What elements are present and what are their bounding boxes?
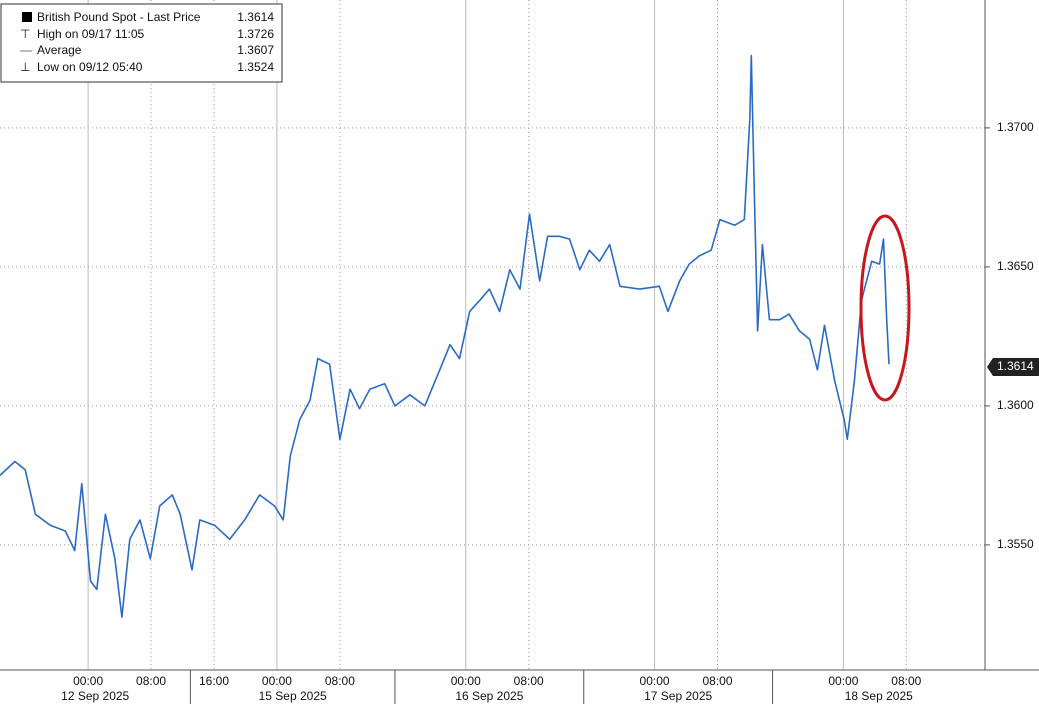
y-tick-label: 1.3550 — [997, 537, 1034, 551]
legend-label: Average — [37, 43, 82, 57]
y-tick-label: 1.3700 — [997, 120, 1034, 134]
highlight-ellipse — [859, 214, 911, 402]
last-price-tag — [987, 357, 1039, 376]
x-tick-label: 00:00 — [73, 674, 103, 688]
y-tick-label: 1.3650 — [997, 259, 1034, 273]
legend: British Pound Spot - Last Price 1.3614 ⊤… — [0, 3, 283, 83]
x-tick-label: 00:00 — [640, 674, 670, 688]
x-tick-label: 00:00 — [451, 674, 481, 688]
x-tick-label: 16:00 — [199, 674, 229, 688]
legend-box — [0, 3, 283, 83]
x-group-label: 16 Sep 2025 — [455, 689, 523, 703]
legend-icon: ⊥ — [20, 60, 30, 74]
price-line — [0, 54, 890, 618]
x-group-label: 15 Sep 2025 — [259, 689, 327, 703]
legend-label: British Pound Spot - Last Price — [37, 10, 201, 24]
x-group-label: 18 Sep 2025 — [845, 689, 913, 703]
y-tick-label: 1.3600 — [997, 398, 1034, 412]
x-group-label: 17 Sep 2025 — [644, 689, 712, 703]
x-tick-label: 08:00 — [136, 674, 166, 688]
legend-value: 1.3726 — [237, 27, 274, 41]
legend-label: Low on 09/12 05:40 — [37, 60, 143, 74]
x-tick-label: 08:00 — [891, 674, 921, 688]
legend-value: 1.3614 — [237, 10, 274, 24]
last-price-label: 1.3614 — [997, 359, 1034, 373]
x-tick-label: 08:00 — [325, 674, 355, 688]
legend-icon: ⊤ — [20, 27, 30, 41]
x-tick-label: 00:00 — [262, 674, 292, 688]
legend-label: High on 09/17 11:05 — [37, 27, 145, 41]
x-group-label: 12 Sep 2025 — [61, 689, 129, 703]
legend-swatch — [22, 12, 32, 22]
x-tick-label: 08:00 — [702, 674, 732, 688]
legend-value: 1.3524 — [237, 60, 274, 74]
plot-layer — [0, 0, 985, 670]
x-tick-label: 00:00 — [828, 674, 858, 688]
legend-value: 1.3607 — [237, 43, 274, 57]
x-tick-label: 08:00 — [514, 674, 544, 688]
